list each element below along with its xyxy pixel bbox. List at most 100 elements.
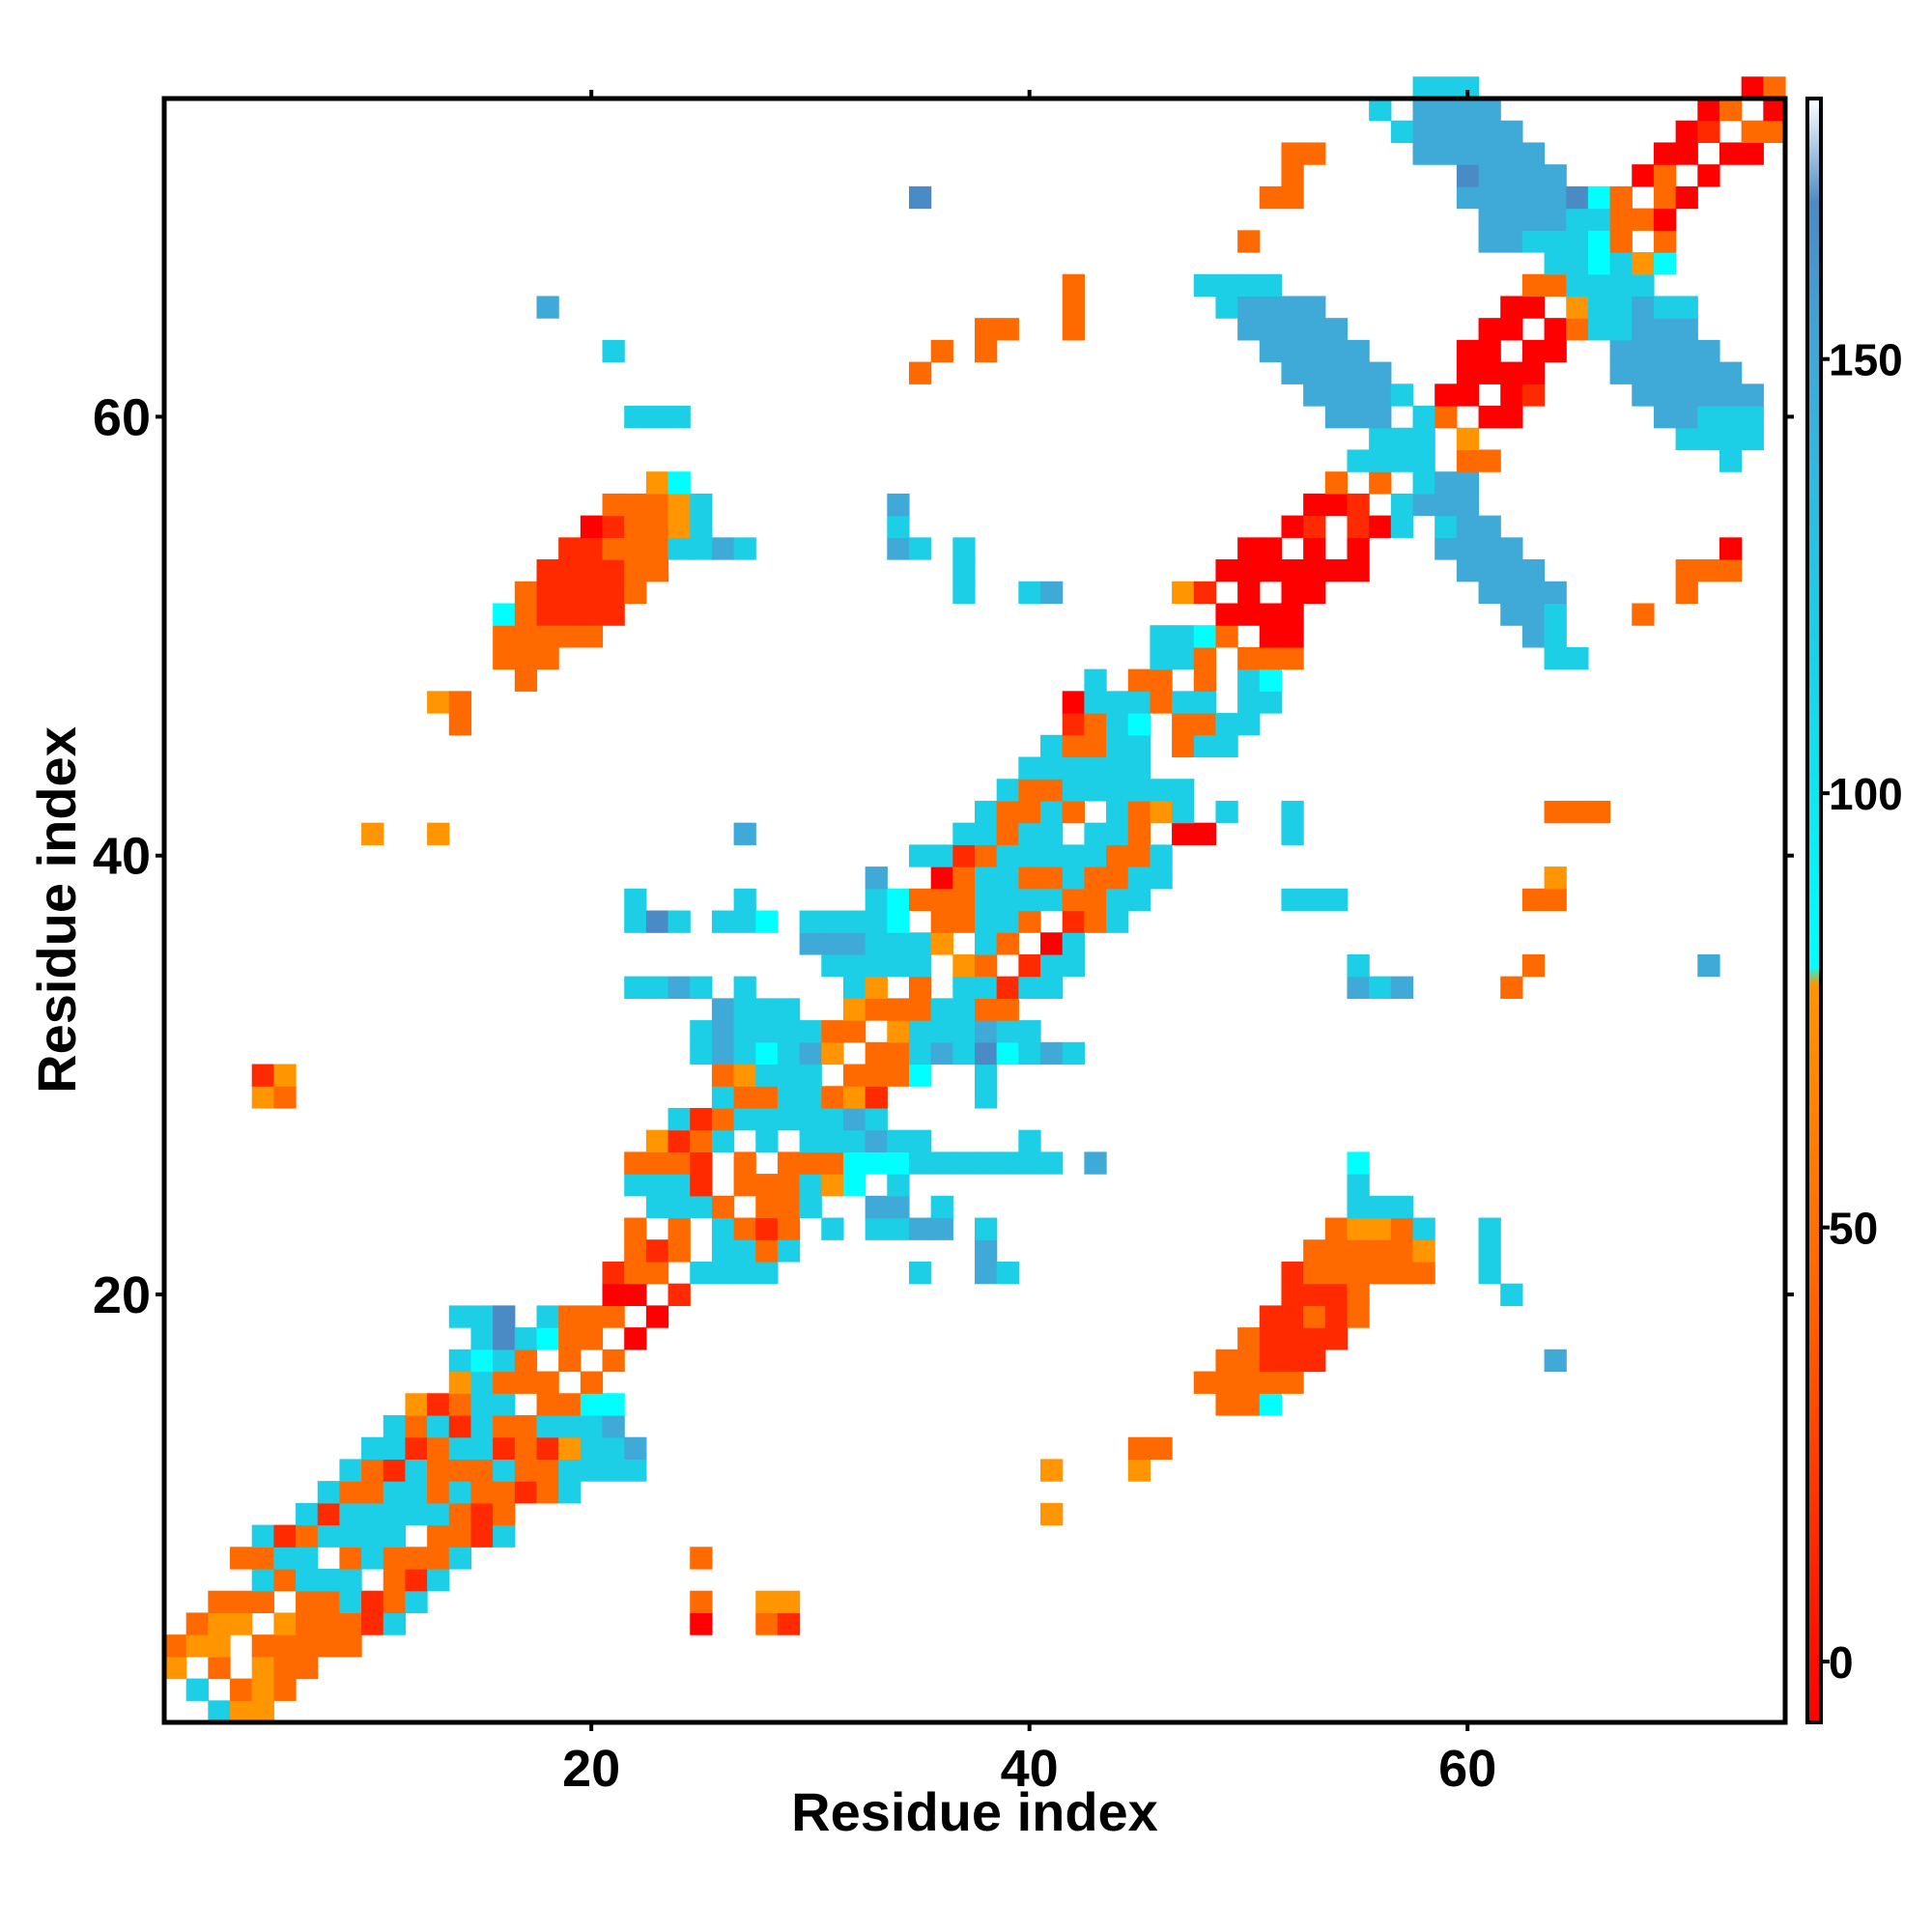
heatmap-cell [405,1481,428,1504]
heatmap-cell [733,1261,756,1285]
heatmap-cell [624,1283,647,1306]
heatmap-cell [996,1151,1019,1175]
heatmap-cell [645,537,669,560]
heatmap-cell [448,1349,472,1373]
heatmap-cell [887,932,910,955]
heatmap-cell [1544,208,1567,231]
heatmap-cell [733,888,756,912]
heatmap-cell [470,1414,494,1438]
heatmap-cell [1587,185,1611,210]
heatmap-cell [602,581,625,605]
heatmap-cell [1653,252,1677,275]
heatmap-cell [339,1481,362,1504]
heatmap-cell [1632,164,1655,187]
heatmap-cell [1062,734,1085,758]
heatmap-cell [1741,142,1764,165]
heatmap-cell [1609,208,1633,231]
heatmap-cell [470,1305,494,1328]
heatmap-cell [1763,99,1786,122]
heatmap-cell [1106,867,1129,890]
heatmap-cell [1478,120,1501,144]
heatmap-cell [1150,646,1173,670]
heatmap-cell [1369,361,1392,384]
heatmap-cell [1062,953,1085,978]
heatmap-cell [1478,164,1501,187]
heatmap-cell [1478,339,1501,363]
heatmap-cell [799,1020,822,1043]
heatmap-cell [821,953,844,978]
heatmap-cell [1675,427,1698,451]
heatmap-cell [1435,515,1458,538]
heatmap-cell [624,1174,647,1197]
heatmap-cell [668,1174,691,1197]
heatmap-cell [558,1459,582,1482]
heatmap-cell [1347,953,1370,978]
heatmap-cell [1521,273,1546,298]
heatmap-cell [908,844,932,867]
heatmap-cell [690,1590,713,1614]
heatmap-cell [1697,339,1720,363]
heatmap-cell [361,1436,384,1461]
heatmap-cell [1412,120,1435,144]
heatmap-cell [1763,120,1786,144]
heatmap-cell [1084,691,1107,714]
heatmap-cell [1347,1195,1370,1219]
heatmap-cell [1478,1217,1501,1240]
heatmap-cell [1435,537,1458,560]
heatmap-cell [1237,1371,1261,1394]
heatmap-cell [1237,273,1261,298]
heatmap-cell [842,1107,867,1131]
heatmap-cell [865,1217,888,1240]
heatmap-cell [558,1436,582,1461]
heatmap-cell [865,1151,888,1175]
heatmap-cell [1478,361,1501,384]
heatmap-cell [733,1151,756,1175]
heatmap-cell [755,1195,779,1219]
heatmap-cell [339,1459,362,1482]
heatmap-cell [1435,493,1458,517]
heatmap-cell [1259,1371,1283,1394]
heatmap-cell [1347,559,1370,582]
heatmap-cell [1347,1283,1370,1306]
heatmap-cell [755,1041,779,1065]
heatmap-cell [668,1217,691,1240]
heatmap-cell [273,1678,297,1701]
heatmap-cell [1281,1283,1304,1306]
heatmap-cell [1521,559,1546,582]
heatmap-cell [624,910,647,933]
heatmap-cell [975,932,998,955]
heatmap-cell [1303,318,1326,341]
heatmap-cell [1412,493,1435,517]
heatmap-cell [493,1502,516,1526]
heatmap-cell [1609,318,1633,341]
heatmap-cell [602,537,625,560]
heatmap-cell [1478,1239,1501,1263]
heatmap-cell [470,1327,494,1350]
heatmap-cell [1412,406,1435,429]
heatmap-cell [1719,99,1743,122]
heatmap-cell [1018,1041,1041,1065]
heatmap-cell [1018,822,1041,845]
heatmap-cell [1478,537,1501,560]
heatmap-cell [975,1020,998,1043]
heatmap-cell [711,1261,735,1285]
heatmap-cell [208,1634,231,1658]
heatmap-cell [1544,252,1567,275]
heatmap-cell [821,1107,844,1131]
heatmap-cell [908,1020,932,1043]
heatmap-cell [1237,1393,1261,1416]
heatmap-cell [1521,953,1546,978]
heatmap-cell [887,998,910,1021]
heatmap-cell [1106,822,1129,845]
heatmap-cell [602,1283,625,1306]
heatmap-cell [1390,1195,1414,1219]
heatmap-cell [1632,361,1655,384]
heatmap-cell [1719,361,1743,384]
heatmap-cell [690,1129,713,1152]
x-tick-label: 20 [562,1740,620,1798]
heatmap-cell [317,1502,341,1526]
heatmap-cell [1127,867,1151,890]
heatmap-cell [448,1502,472,1526]
heatmap-cell [1084,756,1107,780]
heatmap-cell [1237,646,1261,670]
